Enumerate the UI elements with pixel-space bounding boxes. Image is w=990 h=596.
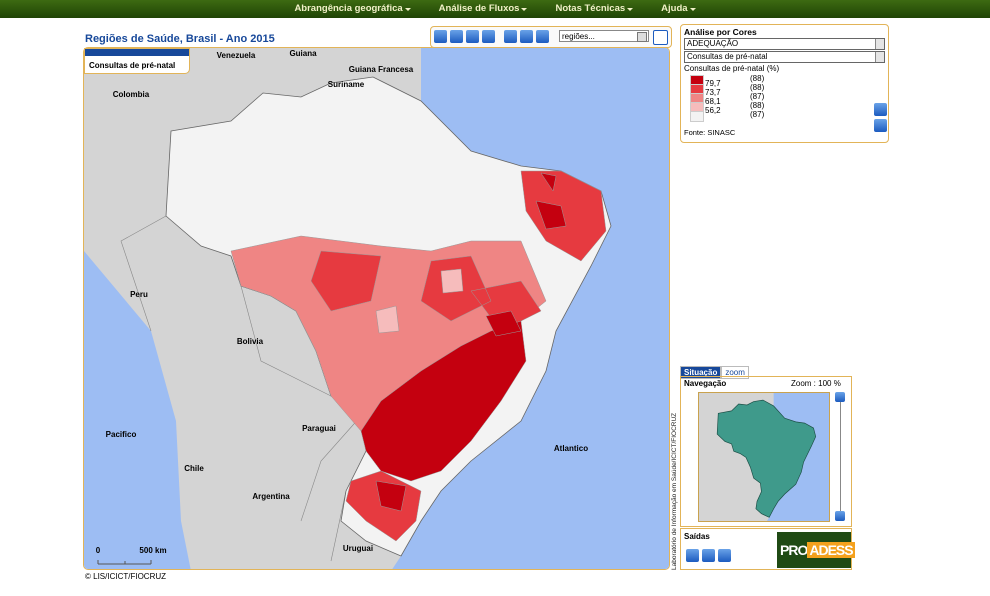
zoom-tool[interactable] <box>434 30 447 43</box>
menu-item[interactable]: Análise de Fluxos <box>439 0 528 18</box>
legend: 79,7 73,7 68,1 56,2 (88) (88) (87) (88) (87) <box>684 73 885 128</box>
scale-label: 0 <box>96 546 101 555</box>
map-label: Chile <box>184 464 204 473</box>
logo: PRO ADESS <box>777 532 855 568</box>
nav-title: Navegação <box>684 379 727 388</box>
borders <box>120 215 362 562</box>
zoom-slider[interactable] <box>840 394 850 514</box>
map-label: Guiana Francesa <box>349 65 414 74</box>
select[interactable]: Consultas de pré-natal <box>684 51 885 63</box>
logo-text: PRO <box>780 542 808 558</box>
legend-label: 56,2 <box>705 106 721 115</box>
legend-tool[interactable] <box>874 103 887 116</box>
tab[interactable]: Situação <box>680 366 722 379</box>
legend-tool[interactable] <box>874 119 887 132</box>
clear-tool[interactable] <box>653 30 668 45</box>
menu-item[interactable]: Abrangência geográfica <box>294 0 411 18</box>
measure-tool[interactable] <box>520 30 533 43</box>
map-label: Atlantico <box>554 444 588 453</box>
scale-label: 500 km <box>139 546 166 555</box>
zoom-level: Zoom : 100 % <box>791 379 841 388</box>
output-button[interactable] <box>702 549 715 562</box>
regions <box>230 170 607 542</box>
select[interactable]: ADEQUAÇÃO <box>684 38 885 50</box>
output-button[interactable] <box>718 549 731 562</box>
color-panel: Análise por Cores ADEQUAÇÃO Consultas de… <box>680 24 889 143</box>
search-tool[interactable] <box>482 30 495 43</box>
map-label: Guiana <box>289 49 317 58</box>
outputs-title: Saídas <box>684 532 710 541</box>
map-label: Paraguai <box>302 424 336 433</box>
map-label: Uruguai <box>343 544 373 553</box>
credit: Laboratório de Informação em Saúde/ICICT… <box>671 412 678 570</box>
scale-bar <box>97 560 152 565</box>
footer: © LIS/ICICT/FIOCRUZ <box>85 572 167 581</box>
region-select[interactable]: regiões... <box>559 30 649 42</box>
nav-tabs: Situação zoom <box>680 366 749 379</box>
map: Venezuela Guiana Guiana Francesa Suriname Co… <box>84 48 669 569</box>
legend-count: (87) <box>750 92 765 101</box>
ocean <box>84 251 191 569</box>
info-tool[interactable] <box>504 30 517 43</box>
overview-map <box>698 392 830 522</box>
output-button[interactable] <box>686 549 699 562</box>
panel-title: Análise por Cores <box>684 27 757 37</box>
legend-count: (88) <box>750 101 765 110</box>
zoom-out[interactable] <box>835 392 845 402</box>
legend-count: (88) <box>750 83 765 92</box>
pan-tool[interactable] <box>450 30 463 43</box>
map-panel: Venezuela Guiana Guiana Francesa Suriname Co… <box>83 47 670 570</box>
legend-label: 73,7 <box>705 88 721 97</box>
source: Fonte: SINASC <box>684 128 736 137</box>
logo-text: ADESS <box>807 542 855 558</box>
tab[interactable]: zoom <box>721 366 749 379</box>
legend-label: 79,7 <box>705 79 721 88</box>
map-label: Bolivia <box>237 337 264 346</box>
map-label: Argentina <box>252 492 290 501</box>
map-label: Colombia <box>113 90 150 99</box>
indicator: Consultas de pré-natal (%) <box>684 64 780 73</box>
menu-item[interactable]: Ajuda <box>661 0 696 18</box>
zoom-in[interactable] <box>835 511 845 521</box>
page-title: Regiões de Saúde, Brasil - Ano 2015 <box>85 33 275 45</box>
outputs-panel: Saídas PRO ADESS <box>680 528 855 570</box>
ocean <box>392 48 669 569</box>
legend-count: (88) <box>750 74 765 83</box>
legend-count: (87) <box>750 110 765 119</box>
toolbar: regiões... <box>430 26 672 48</box>
map-label: Suriname <box>328 80 365 89</box>
legend-swatch <box>690 111 704 122</box>
layers-tool[interactable] <box>536 30 549 43</box>
map-label: Peru <box>130 290 148 299</box>
top-menu: Abrangência geográfica Análise de Fluxos N… <box>0 0 990 18</box>
layer-tab[interactable]: Consultas de pré-natal <box>84 48 190 74</box>
menu-item[interactable]: Notas Técnicas <box>555 0 633 18</box>
extent-tool[interactable] <box>466 30 479 43</box>
legend-label: 68,1 <box>705 97 721 106</box>
map-label: Venezuela <box>217 51 256 60</box>
map-label: Pacifico <box>106 430 137 439</box>
layer-name: Consultas de pré-natal <box>89 61 176 70</box>
navigation-panel: Navegação Zoom : 100 % <box>680 376 852 527</box>
